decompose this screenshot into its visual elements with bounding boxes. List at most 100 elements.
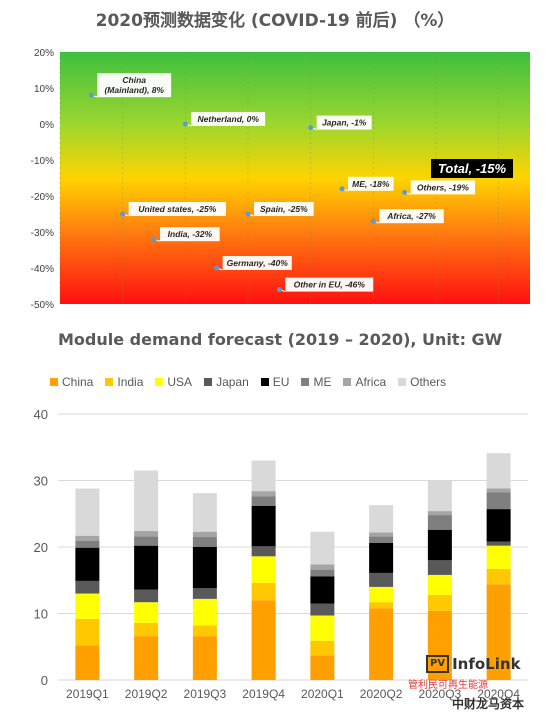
legend-swatch bbox=[50, 378, 58, 386]
bar-india-2020Q1 bbox=[310, 640, 335, 656]
bar-africa-2020Q3 bbox=[427, 511, 452, 516]
y-tick-label: 0 bbox=[41, 673, 48, 688]
total-callout-box bbox=[431, 159, 513, 178]
point-marker bbox=[88, 92, 94, 98]
point-label: India, -32% bbox=[168, 229, 213, 239]
bar-eu-2020Q3 bbox=[427, 529, 452, 561]
pv-logo-box: PV bbox=[426, 655, 450, 673]
bar-others-2020Q3 bbox=[427, 480, 452, 512]
legend-swatch bbox=[260, 378, 269, 386]
legend-label: ME bbox=[313, 375, 332, 389]
data-point-7: Spain, -25% bbox=[245, 202, 314, 217]
bar-china-2019Q3 bbox=[192, 636, 217, 680]
bar-eu-2020Q4 bbox=[486, 509, 511, 542]
bar-japan-2019Q4 bbox=[251, 546, 276, 557]
bar-china-2019Q4 bbox=[251, 600, 276, 680]
point-marker bbox=[276, 287, 282, 293]
y-tick-label: 40 bbox=[34, 407, 48, 422]
bar-usa-2019Q2 bbox=[134, 602, 159, 623]
data-point-10: Other in EU, -46% bbox=[276, 277, 374, 293]
point-label: Other in EU, -46% bbox=[294, 280, 366, 290]
x-tick-label: 2019Q3 bbox=[184, 687, 227, 701]
point-label: Germany, -40% bbox=[227, 258, 289, 268]
legend-swatch bbox=[343, 378, 352, 386]
legend-item-africa: Africa bbox=[343, 375, 386, 389]
bar-usa-2019Q3 bbox=[192, 598, 217, 626]
y-tick-label: 20% bbox=[34, 48, 54, 59]
legend-label: USA bbox=[167, 375, 193, 389]
point-label-box bbox=[285, 277, 374, 292]
point-label-box bbox=[254, 202, 314, 216]
data-point-1: Netherland, 0% bbox=[182, 112, 266, 127]
bar-others-2019Q2 bbox=[134, 470, 159, 532]
bar-eu-2019Q2 bbox=[134, 545, 159, 590]
data-point-8: India, -32% bbox=[151, 227, 220, 242]
watermark-line-2: 中财龙马资本 bbox=[452, 697, 525, 711]
legend-item-eu: EU bbox=[260, 375, 290, 389]
bar-me-2020Q2 bbox=[369, 536, 394, 544]
bar-others-2019Q1 bbox=[75, 488, 100, 536]
bar-japan-2020Q1 bbox=[310, 603, 335, 616]
legend-label: Others bbox=[410, 375, 447, 389]
point-marker bbox=[214, 265, 220, 271]
point-label-box bbox=[128, 202, 226, 216]
point-label: Africa, -27% bbox=[386, 211, 436, 221]
y-tick-label: 10 bbox=[34, 607, 48, 622]
bar-india-2020Q4 bbox=[486, 568, 511, 585]
bar-others-2020Q1 bbox=[310, 531, 335, 565]
legend-label: China bbox=[62, 375, 94, 389]
infolink-logo-text: InfoLink bbox=[452, 655, 521, 673]
bar-africa-2019Q2 bbox=[134, 531, 159, 537]
data-point-5: Africa, -27% bbox=[370, 209, 444, 224]
y-tick-label: 10% bbox=[34, 84, 54, 95]
watermark: PV InfoLink 管利民可再生能源 中财龙马资本 bbox=[390, 655, 540, 715]
bar-others-2019Q4 bbox=[251, 460, 276, 492]
legend-swatch bbox=[301, 378, 310, 386]
point-label-box bbox=[410, 180, 476, 195]
bar-me-2020Q4 bbox=[486, 492, 511, 510]
bar-africa-2020Q4 bbox=[486, 488, 511, 493]
point-label-box bbox=[97, 73, 172, 98]
point-label-box bbox=[191, 112, 266, 126]
y-tick-label: 0% bbox=[40, 120, 55, 131]
point-label: China bbox=[122, 75, 146, 85]
watermark-line-1: 管利民可再生能源 bbox=[408, 680, 488, 691]
x-tick-label: 2020Q2 bbox=[360, 687, 403, 701]
legend-item-japan: Japan bbox=[204, 375, 249, 389]
bar-usa-2020Q3 bbox=[427, 574, 452, 595]
chart-legend: China India USA Japan EU ME Africa Others bbox=[50, 375, 550, 389]
legend-swatch bbox=[155, 378, 164, 386]
legend-item-china: China bbox=[50, 375, 93, 389]
legend-label: Japan bbox=[216, 375, 249, 389]
bar-china-2019Q1 bbox=[75, 645, 100, 680]
y-tick-label: -40% bbox=[31, 264, 54, 275]
point-label: Others, -19% bbox=[417, 182, 469, 192]
data-point-9: Germany, -40% bbox=[214, 256, 292, 271]
bar-china-2019Q2 bbox=[134, 636, 159, 680]
point-label: Spain, -25% bbox=[260, 204, 308, 214]
point-marker bbox=[245, 211, 251, 217]
y-tick-label: -20% bbox=[31, 192, 54, 203]
data-point-3: ME, -18% bbox=[339, 176, 394, 192]
bar-india-2019Q2 bbox=[134, 622, 159, 637]
bar-me-2020Q3 bbox=[427, 515, 452, 530]
legend-label: EU bbox=[272, 375, 290, 389]
infolink-logo: PV InfoLink bbox=[426, 655, 521, 673]
x-tick-label: 2020Q4 bbox=[477, 687, 520, 701]
bar-me-2019Q2 bbox=[134, 536, 159, 546]
bar-india-2019Q3 bbox=[192, 625, 217, 637]
bar-me-2019Q3 bbox=[192, 537, 217, 547]
legend-label: India bbox=[117, 375, 144, 389]
bar-japan-2020Q3 bbox=[427, 560, 452, 575]
bar-africa-2019Q3 bbox=[192, 531, 217, 538]
bar-me-2019Q1 bbox=[75, 541, 100, 548]
bar-japan-2019Q2 bbox=[134, 589, 159, 603]
legend-item-usa: USA bbox=[155, 375, 192, 389]
legend-item-me: ME bbox=[301, 375, 331, 389]
x-tick-label: 2020Q3 bbox=[419, 687, 462, 701]
bar-others-2020Q4 bbox=[486, 453, 511, 489]
bar-others-2020Q2 bbox=[369, 505, 394, 533]
bar-eu-2020Q2 bbox=[369, 543, 394, 573]
bar-eu-2019Q4 bbox=[251, 505, 276, 547]
bar-usa-2019Q4 bbox=[251, 556, 276, 583]
